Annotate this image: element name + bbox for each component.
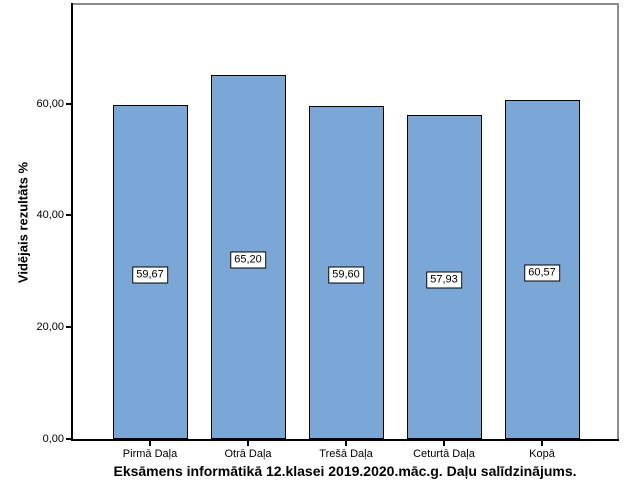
x-tick-mark [541, 441, 543, 446]
y-tick-label: 60,00 [36, 97, 64, 110]
y-tick-mark [66, 102, 72, 105]
x-axis-line [71, 439, 619, 441]
y-tick-mark [66, 438, 72, 440]
y-tick-mark [66, 326, 72, 329]
x-axis-category-label: Otrā Daļa [224, 448, 272, 460]
bar-value-label: 59,60 [328, 266, 364, 284]
y-tick-mark [66, 214, 72, 217]
y-tick-label: 40,00 [36, 209, 64, 222]
x-axis-category-label: Pirmā Daļa [122, 448, 178, 460]
x-axis-category-label: Trešā Daļa [319, 448, 373, 460]
x-tick-mark [345, 441, 347, 446]
y-tick-label: 20,00 [36, 321, 64, 334]
plot-frame-right [617, 3, 619, 441]
x-axis-category-label: Ceturtā Daļa [413, 448, 475, 460]
bar-value-label: 60,57 [524, 264, 560, 282]
y-tick-label: 0,00 [42, 433, 64, 445]
plot-frame-top [71, 3, 619, 5]
x-tick-mark [443, 441, 445, 446]
chart-title: Eksāmens informātikā 12.klasei 2019.2020… [113, 463, 577, 479]
y-axis-line [71, 3, 73, 441]
x-axis-category-label: Kopā [529, 448, 555, 460]
bar-value-label: 59,67 [132, 266, 168, 284]
x-tick-mark [149, 441, 151, 446]
bar-value-label: 57,93 [426, 271, 462, 289]
x-tick-mark [247, 441, 249, 446]
bar-value-label: 65,20 [230, 251, 266, 269]
